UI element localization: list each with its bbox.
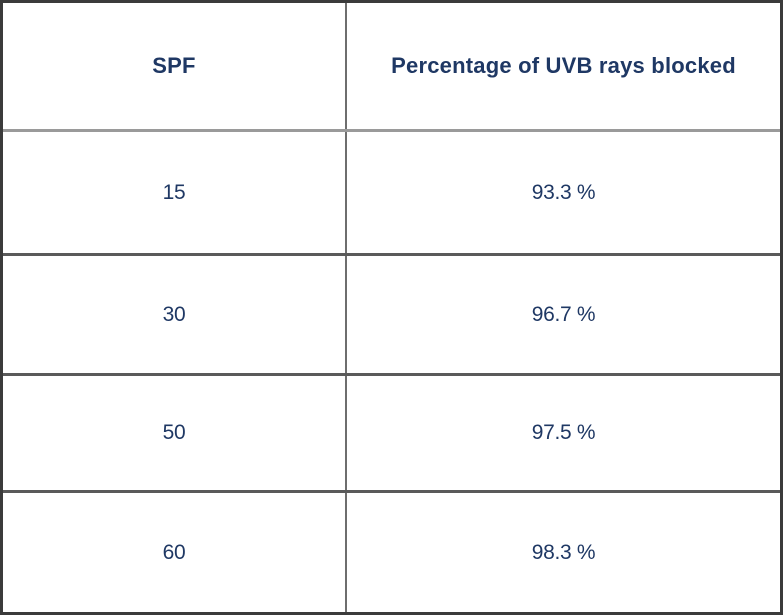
column-header-spf: SPF (152, 53, 196, 78)
column-header-uvb-blocked: Percentage of UVB rays blocked (345, 3, 780, 129)
uvb-blocked-value: 97.5 % (345, 376, 780, 490)
uvb-blocked-value: 98.3 % (345, 493, 780, 612)
table-row: 60 98.3 % (3, 490, 780, 612)
table-row: 15 93.3 % (3, 129, 780, 253)
spf-value: 50 (162, 421, 186, 444)
spf-value: 30 (162, 302, 186, 326)
uvb-blocked-value: 93.3 % (345, 132, 780, 253)
table-header-row: SPF Percentage of UVB rays blocked (3, 3, 780, 129)
table-row: 50 97.5 % (3, 373, 780, 490)
uvb-blocked-value: 96.7 % (345, 256, 780, 373)
table-row: 30 96.7 % (3, 253, 780, 373)
spf-value: 60 (162, 540, 186, 564)
spf-value: 15 (162, 180, 186, 204)
